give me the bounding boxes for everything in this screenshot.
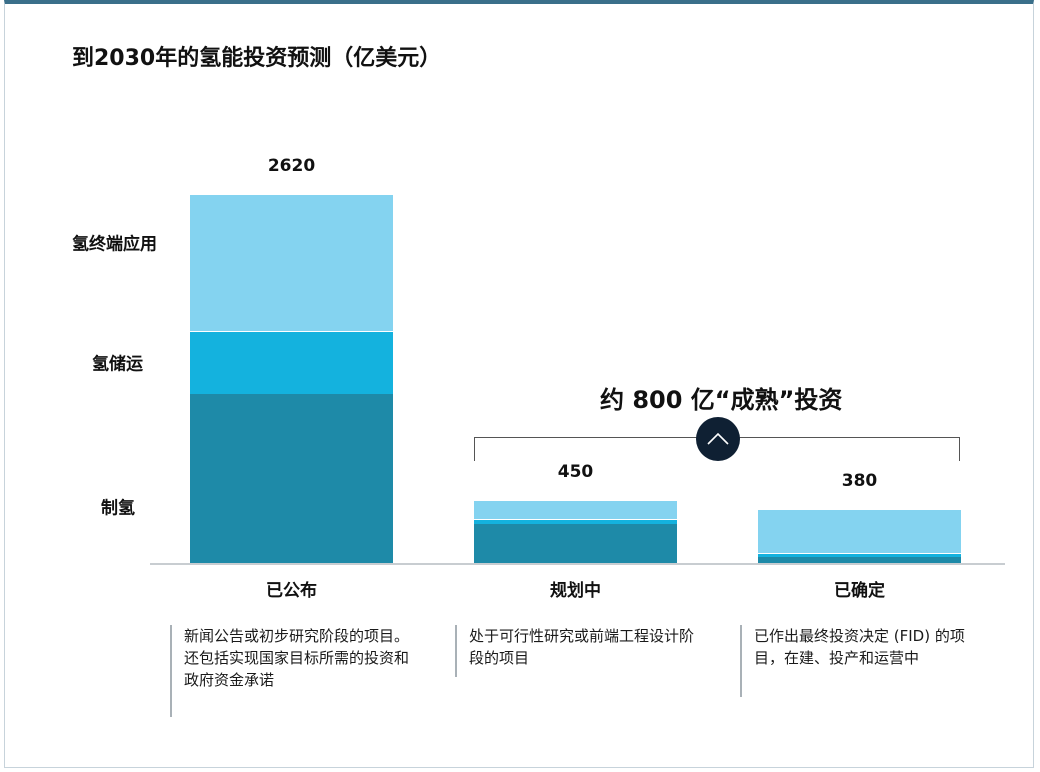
mature-investment-annotation: 约 800 亿“成熟”投资	[600, 386, 843, 414]
bar-segment-end-use-announced	[190, 194, 393, 331]
segment-label-storage: 氢储运	[92, 354, 143, 375]
chart-title: 到2030年的氢能投资预测（亿美元）	[72, 46, 442, 71]
bar-segment-end-use-fid	[758, 509, 961, 554]
category-label-announced: 已公布	[266, 581, 317, 601]
total-label-planned: 450	[557, 461, 594, 482]
bar-planned	[474, 499, 677, 563]
bar-segment-storage-fid	[758, 553, 961, 557]
bar-segment-production-announced	[190, 394, 393, 563]
x-axis-baseline	[150, 563, 1005, 565]
category-label-planned: 规划中	[550, 581, 601, 601]
total-label-announced: 2620	[267, 156, 316, 176]
bar-segment-end-use-planned	[474, 499, 677, 520]
bar-segment-storage-announced	[190, 330, 393, 394]
chart-frame	[4, 0, 1034, 768]
note-planned: 处于可行性研究或前端工程设计阶段的项目	[455, 625, 705, 677]
segment-label-production: 制氢	[101, 498, 135, 519]
bar-segment-storage-planned	[474, 519, 677, 524]
chevron-up-icon	[696, 417, 740, 461]
note-fid: 已作出最终投资决定 (FID) 的项目，在建、投产和运营中	[740, 625, 990, 697]
bar-fid	[758, 509, 961, 563]
category-label-fid: 已确定	[834, 581, 885, 601]
bar-announced	[190, 194, 393, 563]
total-label-fid: 380	[841, 471, 878, 492]
bar-segment-production-fid	[758, 556, 961, 563]
segment-label-end-use: 氢终端应用	[72, 234, 157, 255]
bar-segment-production-planned	[474, 523, 677, 563]
note-announced: 新闻公告或初步研究阶段的项目。还包括实现国家目标所需的投资和政府资金承诺	[170, 625, 418, 717]
